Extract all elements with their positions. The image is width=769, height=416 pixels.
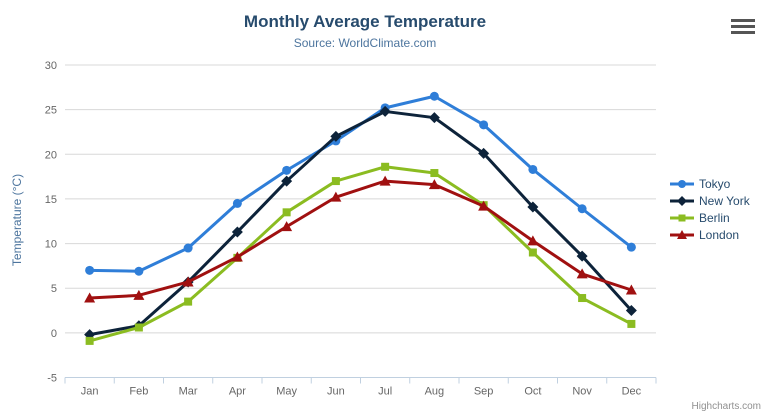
y-axis-label: 0 [51,328,57,340]
series-marker-berlin[interactable] [627,319,636,328]
series-berlin [85,162,636,345]
series-marker-tokyo[interactable] [85,265,95,275]
x-axis-label: Mar [179,386,198,398]
series-marker-tokyo[interactable] [577,204,587,214]
y-axis-label: 10 [45,239,57,251]
series-marker-new-york[interactable] [379,105,391,117]
series-marker-berlin[interactable] [85,336,94,345]
x-axis-label: Aug [425,386,445,398]
series-marker-london[interactable] [231,251,243,262]
chart-title: Monthly Average Temperature [243,12,487,31]
y-axis-label: 20 [45,149,57,161]
series-london [84,175,637,303]
square-icon [670,214,694,221]
x-axis-label: Jun [327,386,345,398]
x-axis-label: Oct [524,386,541,398]
series-marker-london[interactable] [428,179,440,190]
series-marker-berlin[interactable] [528,248,537,257]
legend: Tokyo New York Berlin London [670,175,750,243]
series-marker-london[interactable] [133,289,145,300]
series-marker-berlin[interactable] [381,162,390,171]
y-axis-label: -5 [47,373,57,385]
series-marker-berlin[interactable] [430,169,439,178]
legend-item-new-york[interactable]: New York [670,192,750,209]
x-axis-label: Nov [572,386,592,398]
series-marker-berlin[interactable] [184,297,193,306]
chart-subtitle: Source: WorldClimate.com [293,36,437,50]
x-axis-label: Jul [378,386,392,398]
menu-bar [731,24,755,28]
legend-item-berlin[interactable]: Berlin [670,209,750,226]
series-tokyo [85,91,636,276]
series-marker-london[interactable] [281,221,293,232]
menu-bar [731,18,755,22]
series-marker-new-york[interactable] [625,305,637,317]
x-axis-label: Sep [474,386,494,398]
series-marker-london[interactable] [330,191,342,202]
series-marker-tokyo[interactable] [282,165,292,175]
series-marker-tokyo[interactable] [626,242,636,252]
series-marker-london[interactable] [576,268,588,279]
credits-link[interactable]: Highcharts.com [691,401,761,412]
series-marker-london[interactable] [478,200,490,211]
legend-label: Berlin [699,210,730,225]
y-axis-label: 15 [45,194,57,206]
x-axis-label: Apr [229,386,246,398]
series-marker-berlin[interactable] [134,323,143,332]
circle-icon [670,179,694,188]
series-marker-tokyo[interactable] [183,243,193,253]
x-axis-label: Jan [81,386,99,398]
series-marker-tokyo[interactable] [232,198,242,208]
series-marker-london[interactable] [527,235,539,246]
series-line-berlin [88,165,633,343]
series-marker-new-york[interactable] [231,226,243,238]
series-marker-new-york[interactable] [281,175,293,187]
triangle-icon [670,229,694,239]
legend-symbol-marker [678,179,686,188]
series-new-york [84,105,637,341]
series-line-new-york [88,109,633,337]
series-marker-new-york[interactable] [576,250,588,262]
legend-item-london[interactable]: London [670,226,750,243]
legend-label: Tokyo [699,176,731,191]
legend-label: London [699,227,740,242]
series-marker-new-york[interactable] [428,112,440,124]
legend-item-tokyo[interactable]: Tokyo [670,175,750,192]
series-marker-berlin[interactable] [331,177,340,186]
x-axis-label: May [276,386,297,398]
series-marker-tokyo[interactable] [528,164,538,174]
y-axis-label: 25 [45,105,57,117]
diamond-icon [670,195,694,206]
series-marker-new-york[interactable] [330,130,342,142]
legend-symbol-marker [678,214,686,221]
series-marker-tokyo[interactable] [134,266,144,276]
context-menu-button[interactable] [731,17,755,35]
series-marker-london[interactable] [379,175,391,186]
series-marker-new-york[interactable] [478,147,490,159]
x-axis-label: Dec [622,386,642,398]
series-marker-london[interactable] [625,284,637,295]
series-marker-berlin[interactable] [282,208,291,217]
series-marker-berlin[interactable] [578,294,587,303]
series-marker-new-york[interactable] [527,201,539,213]
legend-label: New York [699,193,750,208]
legend-symbol-marker [677,195,687,206]
y-axis-label: 30 [45,60,57,72]
series-marker-london[interactable] [84,292,96,303]
menu-bar [731,30,755,34]
legend-symbol-marker [677,229,687,239]
series-marker-tokyo[interactable] [479,120,489,130]
x-axis-label: Feb [129,386,148,398]
series-marker-london[interactable] [182,276,194,287]
series-line-london [88,179,633,300]
series-marker-tokyo[interactable] [429,91,439,101]
y-axis-label: 5 [51,283,57,295]
